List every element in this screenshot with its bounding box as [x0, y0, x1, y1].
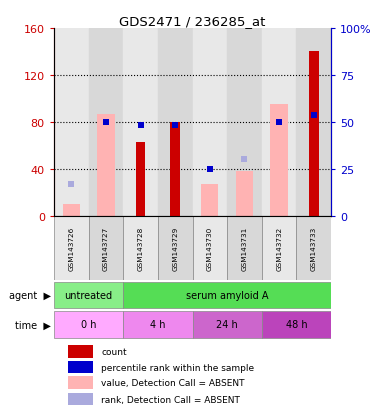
Text: GSM143726: GSM143726	[68, 226, 74, 271]
Text: GSM143727: GSM143727	[103, 226, 109, 271]
Text: untreated: untreated	[65, 290, 113, 300]
Bar	[296, 216, 331, 280]
Bar	[158, 216, 192, 280]
Text: 24 h: 24 h	[216, 320, 238, 330]
Bar	[227, 216, 262, 280]
Bar	[68, 361, 93, 373]
Bar	[136, 142, 146, 216]
Bar	[296, 29, 331, 216]
Bar	[262, 216, 296, 280]
Bar	[89, 29, 123, 216]
Bar	[68, 376, 93, 389]
Bar	[192, 311, 262, 338]
Bar	[54, 29, 89, 216]
Bar	[262, 29, 296, 216]
Bar	[123, 216, 158, 280]
Bar	[68, 346, 93, 358]
Bar	[89, 216, 123, 280]
Bar	[54, 216, 89, 280]
Text: GSM143732: GSM143732	[276, 226, 282, 271]
Text: GSM143728: GSM143728	[137, 226, 144, 271]
Bar	[123, 311, 192, 338]
Text: 0 h: 0 h	[81, 320, 96, 330]
Text: 48 h: 48 h	[286, 320, 307, 330]
Bar	[123, 29, 158, 216]
Text: serum amyloid A: serum amyloid A	[186, 290, 268, 300]
Text: GSM143733: GSM143733	[311, 226, 317, 271]
Bar	[192, 29, 227, 216]
Bar	[262, 311, 331, 338]
Text: 4 h: 4 h	[150, 320, 166, 330]
Bar	[170, 123, 180, 216]
Text: GSM143731: GSM143731	[241, 226, 248, 271]
Text: agent  ▶: agent ▶	[9, 290, 51, 300]
Bar	[54, 282, 123, 309]
Text: time  ▶: time ▶	[15, 320, 51, 330]
Bar	[158, 29, 192, 216]
Bar	[271, 105, 288, 216]
Title: GDS2471 / 236285_at: GDS2471 / 236285_at	[119, 15, 266, 28]
Bar	[68, 393, 93, 406]
Text: GSM143729: GSM143729	[172, 226, 178, 271]
Bar	[227, 29, 262, 216]
Bar	[54, 311, 123, 338]
Bar	[309, 52, 319, 216]
Text: percentile rank within the sample: percentile rank within the sample	[101, 363, 254, 372]
Bar	[97, 114, 115, 216]
Text: value, Detection Call = ABSENT: value, Detection Call = ABSENT	[101, 378, 244, 387]
Text: rank, Detection Call = ABSENT: rank, Detection Call = ABSENT	[101, 395, 240, 404]
Text: count: count	[101, 347, 127, 356]
Bar	[192, 216, 227, 280]
Bar	[62, 204, 80, 216]
Bar	[236, 172, 253, 216]
Text: GSM143730: GSM143730	[207, 226, 213, 271]
Bar	[201, 185, 219, 216]
Bar	[123, 282, 331, 309]
